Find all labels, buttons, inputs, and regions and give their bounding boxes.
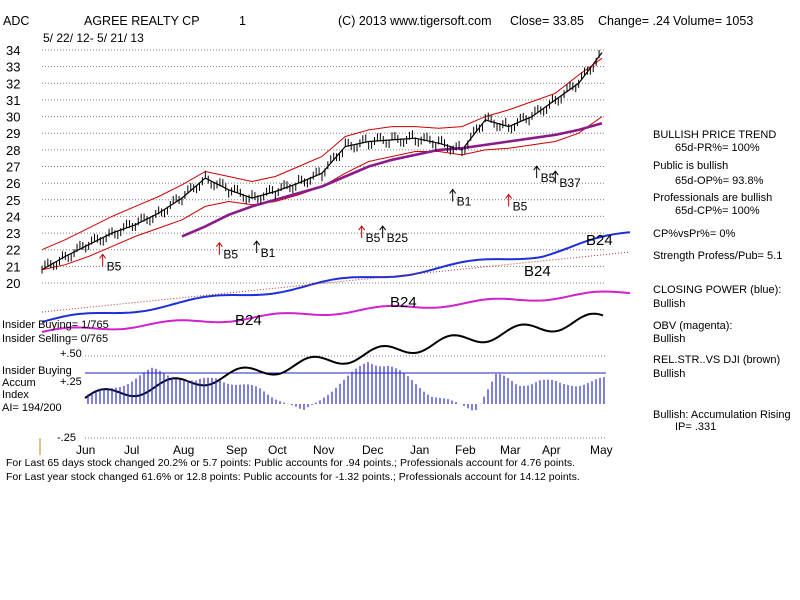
page-number: 1 <box>239 14 246 28</box>
insider-buying-label: Insider Buying <box>2 365 72 377</box>
footer-line-65d: For Last 65 days stock changed 20.2% or … <box>6 457 576 469</box>
month-label: Nov <box>313 443 334 457</box>
change-value: Change= .24 <box>598 14 670 28</box>
price-tick-label: 27 <box>6 160 20 175</box>
signal-label: B25 <box>387 231 409 245</box>
volume-value: Volume= 1053 <box>673 14 754 28</box>
company-name: AGREE REALTY CP <box>84 14 200 28</box>
signal-arrow <box>449 188 457 202</box>
signal-arrow <box>215 241 223 255</box>
signal-arrow <box>551 170 559 184</box>
signal-arrow <box>505 193 513 207</box>
ticker: ADC <box>3 14 30 28</box>
close-value: Close= 33.85 <box>510 14 585 28</box>
closing-power-line <box>41 231 631 323</box>
copyright: (C) 2013 www.tigersoft.com <box>338 14 492 28</box>
series-upper-band <box>41 57 603 251</box>
month-label: Aug <box>173 443 194 457</box>
signal-label: B5 <box>513 199 528 213</box>
price-tick-label: 21 <box>6 259 20 274</box>
price-tick-label: 23 <box>6 226 20 241</box>
closing-power-value: Bullish <box>653 298 686 310</box>
signal-arrow <box>379 225 387 239</box>
indicator-annotation: B24 <box>390 294 417 311</box>
month-label: Dec <box>362 443 383 457</box>
signal-label: B5 <box>366 231 381 245</box>
month-label: Jun <box>76 443 95 457</box>
indicator-dotted-ma <box>41 251 631 313</box>
level-plus-50: +.50 <box>60 348 82 360</box>
price-tick-label: 24 <box>6 209 20 224</box>
footer-line-year: For Last year stock changed 61.6% or 12.… <box>6 471 580 483</box>
price-tick-label: 30 <box>6 110 20 125</box>
signal-arrow <box>99 253 107 267</box>
index-label: Index <box>2 389 29 401</box>
cp-pct: 65d-CP%= 100% <box>675 205 760 217</box>
signal-arrow <box>253 240 261 254</box>
obv-line <box>41 290 631 333</box>
month-label: Apr <box>542 443 561 457</box>
month-label: Oct <box>268 443 287 457</box>
ip-value: IP= .331 <box>675 421 717 433</box>
month-label: May <box>590 443 613 457</box>
insider-buying-count: Insider Buying= 1/765 <box>2 319 109 331</box>
insider-selling-count: Insider Selling= 0/765 <box>2 333 109 345</box>
price-tick-label: 26 <box>6 176 20 191</box>
signal-label: B37 <box>559 176 581 190</box>
indicator-annotation: B24 <box>524 263 551 280</box>
price-tick-label: 20 <box>6 276 20 291</box>
month-label: Feb <box>455 443 476 457</box>
signal-label: B1 <box>261 246 276 260</box>
relstr-value: Bullish <box>653 368 686 380</box>
signal-label: B5 <box>223 248 238 262</box>
ai-value: AI= 194/200 <box>2 402 62 414</box>
month-label: Jul <box>124 443 139 457</box>
pros-title: Professionals are bullish <box>653 192 773 204</box>
signal-label: B5 <box>541 171 556 185</box>
obv-value: Bullish <box>653 333 686 345</box>
price-tick-label: 29 <box>6 126 20 141</box>
price-tick-label: 31 <box>6 93 20 108</box>
signal-arrow <box>358 225 366 239</box>
price-tick-label: 22 <box>6 243 20 258</box>
month-label: Jan <box>410 443 429 457</box>
public-title: Public is bullish <box>653 160 729 172</box>
price-tick-label: 34 <box>6 43 20 58</box>
cp-vs-pr: CP%vsPr%= 0% <box>653 228 736 240</box>
price-tick-label: 25 <box>6 193 20 208</box>
signal-label: B1 <box>457 194 472 208</box>
series-moving-average <box>181 121 603 238</box>
price-tick-label: 28 <box>6 143 20 158</box>
accumulation-label: Bullish: Accumulation Rising <box>653 409 791 421</box>
relstr-label: REL.STR..VS DJI (brown) <box>653 354 781 366</box>
obv-label: OBV (magenta): <box>653 320 733 332</box>
month-label: Sep <box>226 443 248 457</box>
month-label: Mar <box>500 443 521 457</box>
relative-strength-line <box>84 312 604 399</box>
level-minus-25: -.25 <box>57 432 76 444</box>
closing-power-label: CLOSING POWER (blue): <box>653 284 782 296</box>
price-tick-label: 33 <box>6 60 20 75</box>
op-pct: 65d-OP%= 93.8% <box>675 175 764 187</box>
accum-label: Accum <box>2 377 36 389</box>
indicator-annotation: B24 <box>586 232 613 249</box>
pr-pct: 65d-PR%= 100% <box>675 142 760 154</box>
level-plus-25: +.25 <box>60 376 82 388</box>
price-tick-label: 32 <box>6 76 20 91</box>
date-range: 5/ 22/ 12- 5/ 21/ 13 <box>43 31 144 45</box>
series-close <box>41 52 603 271</box>
strength-ratio: Strength Profess/Pub= 5.1 <box>653 250 783 262</box>
bullish-trend-title: BULLISH PRICE TREND <box>653 129 777 141</box>
indicator-annotation: B24 <box>235 312 262 329</box>
signal-arrow <box>533 165 541 179</box>
signal-label: B5 <box>107 259 122 273</box>
